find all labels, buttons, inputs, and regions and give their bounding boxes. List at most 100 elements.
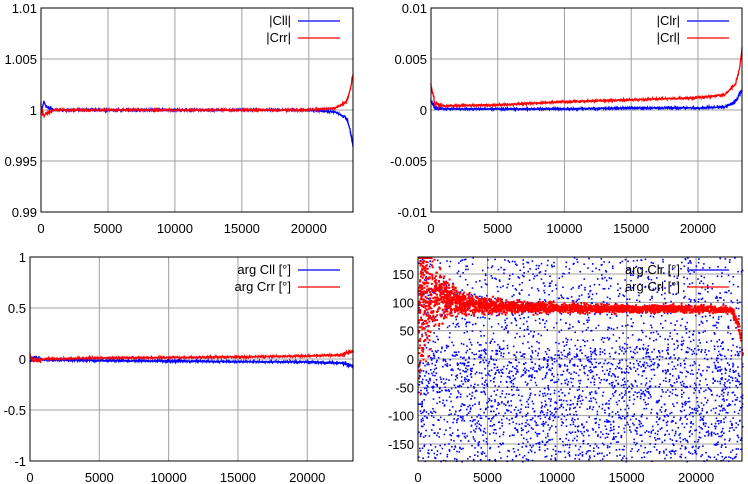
- scatter-point-blue: [576, 339, 579, 342]
- scatter-point-blue: [700, 275, 703, 277]
- scatter-point-blue: [698, 431, 701, 434]
- scatter-point-blue: [480, 349, 483, 352]
- scatter-point-blue: [453, 351, 456, 353]
- scatter-point-blue: [595, 267, 597, 270]
- scatter-point-blue: [685, 423, 688, 425]
- scatter-point-blue: [465, 325, 468, 328]
- scatter-point-blue: [423, 423, 425, 426]
- scatter-point-blue: [694, 347, 696, 350]
- scatter-point-blue: [684, 295, 686, 298]
- scatter-point-blue: [431, 320, 434, 323]
- scatter-point-blue: [607, 407, 610, 409]
- scatter-point-red: [479, 306, 482, 309]
- scatter-point-red: [450, 309, 453, 312]
- scatter-point-blue: [452, 282, 454, 285]
- scatter-point-blue: [551, 438, 553, 441]
- scatter-point-blue: [530, 375, 532, 378]
- scatter-point-blue: [640, 259, 642, 261]
- scatter-point-blue: [661, 327, 664, 329]
- scatter-point-blue: [732, 369, 734, 372]
- scatter-point-blue: [712, 377, 715, 380]
- scatter-point-blue: [582, 442, 585, 445]
- scatter-point-blue: [522, 259, 524, 261]
- scatter-point-red: [698, 311, 701, 314]
- scatter-point-blue: [577, 398, 579, 400]
- scatter-point-red: [506, 304, 509, 307]
- scatter-point-blue: [654, 432, 657, 435]
- scatter-point-blue: [677, 426, 679, 429]
- scatter-point-blue: [726, 405, 729, 407]
- scatter-point-blue: [728, 456, 730, 458]
- scatter-point-blue: [446, 453, 449, 456]
- scatter-point-blue: [558, 277, 561, 279]
- scatter-point-blue: [548, 418, 550, 420]
- scatter-point-blue: [732, 283, 735, 286]
- scatter-point-blue: [588, 257, 590, 260]
- scatter-point-red: [726, 312, 729, 315]
- scatter-point-red: [602, 305, 605, 308]
- scatter-point-blue: [610, 277, 613, 280]
- scatter-point-blue: [676, 402, 678, 404]
- scatter-point-red: [463, 313, 466, 316]
- scatter-point-blue: [588, 370, 590, 372]
- scatter-point-blue: [554, 450, 557, 452]
- scatter-point-blue: [741, 365, 744, 368]
- scatter-point-blue: [512, 366, 514, 368]
- scatter-point-red: [679, 310, 682, 313]
- scatter-point-blue: [685, 386, 687, 389]
- scatter-point-blue: [456, 435, 459, 437]
- scatter-point-blue: [463, 332, 466, 334]
- scatter-point-blue: [485, 359, 487, 362]
- scatter-point-blue: [686, 385, 688, 388]
- scatter-point-blue: [569, 399, 572, 402]
- scatter-point-blue: [688, 330, 691, 333]
- scatter-point-red: [421, 267, 424, 270]
- scatter-point-blue: [699, 373, 702, 375]
- scatter-point-blue: [423, 293, 425, 296]
- scatter-point-blue: [460, 440, 462, 442]
- scatter-point-red: [422, 358, 425, 361]
- scatter-point-blue: [455, 316, 457, 318]
- scatter-point-red: [422, 261, 425, 263]
- scatter-point-blue: [595, 445, 598, 447]
- scatter-point-blue: [646, 417, 648, 420]
- scatter-point-blue: [681, 406, 684, 408]
- scatter-point-blue: [680, 416, 682, 419]
- scatter-point-blue: [687, 270, 690, 273]
- scatter-point-blue: [543, 357, 545, 359]
- scatter-point-blue: [423, 409, 426, 411]
- scatter-point-blue: [430, 369, 432, 371]
- scatter-point-blue: [492, 359, 495, 361]
- scatter-point-blue: [674, 394, 677, 396]
- scatter-point-blue: [467, 386, 469, 389]
- scatter-point-blue: [601, 274, 603, 276]
- scatter-point-blue: [498, 347, 501, 349]
- scatter-point-blue: [506, 344, 509, 347]
- scatter-point-blue: [490, 369, 493, 371]
- scatter-point-blue: [453, 418, 455, 420]
- scatter-point-blue: [664, 457, 666, 460]
- scatter-point-blue: [689, 406, 691, 409]
- scatter-point-blue: [632, 422, 634, 425]
- scatter-point-blue: [626, 404, 629, 407]
- scatter-point-blue: [500, 348, 502, 350]
- scatter-point-blue: [477, 442, 480, 444]
- scatter-point-blue: [579, 360, 582, 362]
- scatter-point-blue: [714, 399, 717, 402]
- scatter-point-blue: [736, 380, 739, 383]
- scatter-point-red: [472, 312, 475, 315]
- scatter-point-blue: [622, 332, 624, 334]
- scatter-point-blue: [632, 274, 634, 276]
- scatter-point-blue: [664, 403, 666, 406]
- scatter-point-red: [569, 310, 572, 313]
- scatter-point-red: [421, 349, 424, 352]
- scatter-point-blue: [436, 385, 438, 387]
- scatter-point-red: [688, 311, 691, 314]
- scatter-point-red: [534, 307, 537, 310]
- scatter-point-blue: [627, 286, 630, 289]
- scatter-point-blue: [517, 409, 520, 412]
- scatter-point-blue: [732, 362, 734, 365]
- scatter-point-blue: [719, 369, 721, 371]
- scatter-point-blue: [599, 313, 601, 315]
- scatter-point-red: [429, 297, 432, 300]
